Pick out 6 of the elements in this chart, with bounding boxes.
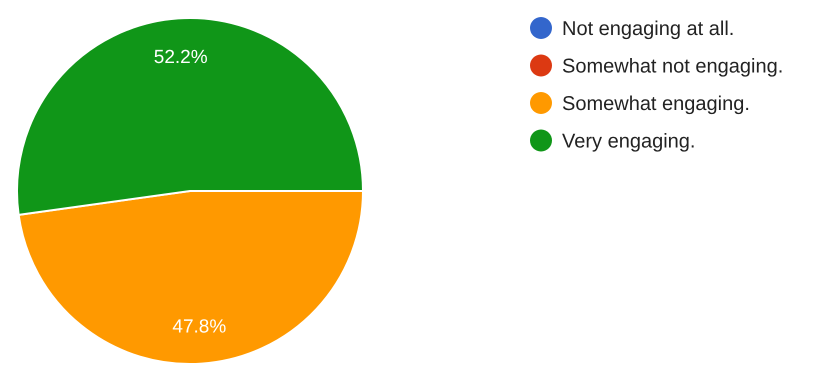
data-label: 47.8% — [172, 316, 226, 338]
legend-label: Not engaging at all. — [562, 18, 734, 40]
legend-label: Very engaging. — [562, 130, 696, 152]
legend-label: Somewhat not engaging. — [562, 56, 784, 78]
data-label: 52.2% — [154, 47, 208, 68]
legend-label: Somewhat engaging. — [562, 93, 750, 115]
